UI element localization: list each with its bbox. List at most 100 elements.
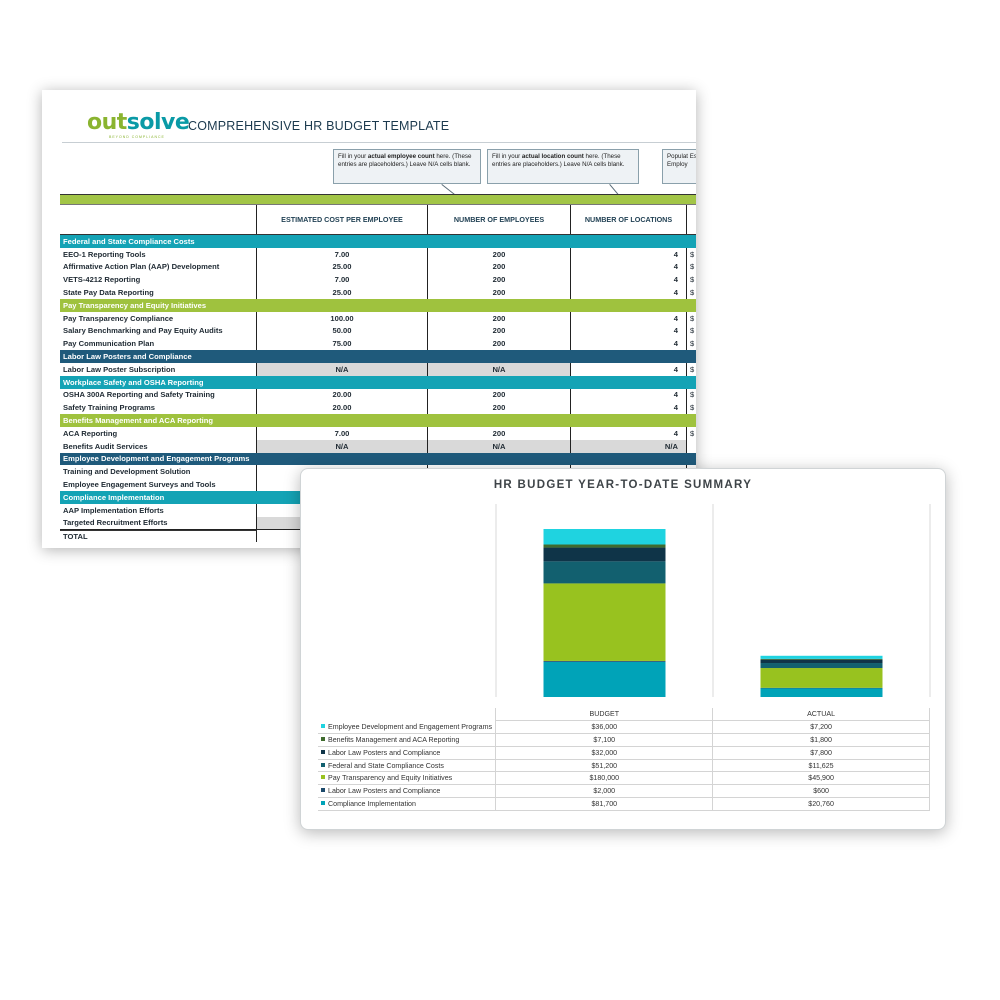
- row-label: Pay Communication Plan: [60, 337, 257, 351]
- series-name: Benefits Management and ACA Reporting: [328, 735, 460, 744]
- bar-segment: [543, 660, 666, 662]
- bar-segment: [760, 663, 883, 669]
- outsolve-logo: outsolve BEYOND COMPLIANCE: [87, 112, 190, 140]
- locations-cell: 4: [571, 388, 687, 402]
- employees-cell: 200: [428, 311, 571, 325]
- row-label: EEO-1 Reporting Tools: [60, 247, 257, 261]
- overflow-cell: $: [690, 262, 695, 272]
- data-label: $51,200: [495, 758, 714, 773]
- overflow-cell: $: [690, 428, 695, 438]
- table-row: Affirmative Action Plan (AAP) Developmen…: [60, 260, 696, 274]
- employees-cell: N/A: [428, 362, 571, 376]
- legend-swatch: [321, 724, 325, 729]
- data-label: $36,000: [495, 720, 714, 735]
- cost-cell: N/A: [257, 439, 428, 453]
- cost-cell: N/A: [257, 362, 428, 376]
- sheet-title: COMPREHENSIVE HR BUDGET TEMPLATE: [188, 119, 450, 133]
- category-row: Workplace Safety and OSHA Reporting: [60, 375, 696, 389]
- note-bold-text: actual location count: [521, 153, 584, 160]
- overflow-cell: $: [690, 390, 695, 400]
- locations-cell: 4: [571, 311, 687, 325]
- cost-cell: 7.00: [257, 426, 428, 440]
- note-bold-text: actual employee count: [367, 153, 435, 160]
- series-row: Compliance Implementation $81,700 $20,760: [318, 797, 930, 811]
- overflow-cell: $: [690, 249, 695, 259]
- row-label: State Pay Data Reporting: [60, 286, 257, 299]
- overflow-cell: $: [690, 275, 695, 285]
- overflow-cell: $: [690, 288, 695, 298]
- column-header-cut: [687, 205, 696, 234]
- data-label: $45,900: [712, 771, 930, 786]
- note-text: Fill in your: [492, 153, 522, 160]
- overflow-cell: $: [690, 364, 695, 374]
- table-row: OSHA 300A Reporting and Safety Training 2…: [60, 388, 696, 402]
- populate-note: Populat Estimat Employ: [662, 149, 696, 184]
- employees-cell: N/A: [428, 439, 571, 453]
- employees-cell: 200: [428, 260, 571, 274]
- employees-cell: 200: [428, 273, 571, 287]
- series-legend-entry: Compliance Implementation: [318, 797, 497, 811]
- series-legend-entry: Benefits Management and ACA Reporting: [318, 733, 497, 747]
- cost-cell: 7.00: [257, 273, 428, 287]
- category-row: Pay Transparency and Equity Initiatives: [60, 298, 696, 312]
- employees-cell: 200: [428, 401, 571, 415]
- logo-tagline: BEYOND COMPLIANCE: [109, 135, 165, 139]
- stacked-bar-chart: [495, 504, 931, 697]
- legend-swatch: [321, 736, 325, 741]
- series-name: Federal and State Compliance Costs: [328, 761, 444, 770]
- table-header-row: BUDGET ACTUAL: [318, 708, 930, 722]
- note-text: Fill in your: [338, 153, 368, 160]
- locations-cell: 4: [571, 273, 687, 287]
- data-label: $20,760: [712, 797, 930, 811]
- legend-swatch: [321, 800, 325, 805]
- bar-segment: [543, 583, 666, 661]
- row-label: Salary Benchmarking and Pay Equity Audit…: [60, 324, 257, 338]
- series-legend-entry: Federal and State Compliance Costs: [318, 758, 497, 773]
- series-legend-entry: Pay Transparency and Equity Initiatives: [318, 771, 497, 786]
- data-label: $600: [712, 784, 930, 799]
- category-label: Benefits Management and ACA Reporting: [63, 416, 214, 426]
- locations-cell: 4: [571, 260, 687, 274]
- series-row: Pay Transparency and Equity Initiatives $…: [318, 771, 930, 786]
- table-row: State Pay Data Reporting 25.00 200 4 $: [60, 286, 696, 299]
- row-label: TOTAL: [60, 530, 257, 543]
- series-name: Compliance Implementation: [328, 799, 416, 808]
- table-row: Salary Benchmarking and Pay Equity Audit…: [60, 324, 696, 338]
- column-headers: ESTIMATED COST PER EMPLOYEE NUMBER OF EM…: [60, 204, 696, 235]
- locations-cell: 4: [571, 337, 687, 351]
- category-header: BUDGET: [495, 708, 714, 722]
- row-label: VETS-4212 Reporting: [60, 273, 257, 287]
- employees-cell: 200: [428, 426, 571, 440]
- bar-segment: [760, 668, 883, 688]
- category-label: Labor Law Posters and Compliance: [63, 352, 192, 362]
- table-row: VETS-4212 Reporting 7.00 200 4 $: [60, 273, 696, 287]
- employees-cell: 200: [428, 388, 571, 402]
- note-text: Estimat Employ: [667, 153, 696, 168]
- category-row: Labor Law Posters and Compliance: [60, 350, 696, 363]
- locations-cell: 4: [571, 362, 687, 376]
- location-count-note: Fill in your actual location count here.…: [487, 149, 639, 184]
- category-header: ACTUAL: [712, 708, 930, 722]
- row-label: Training and Development Solution: [60, 465, 257, 479]
- overflow-cell: $: [690, 403, 695, 413]
- table-row: ACA Reporting 7.00 200 4 $: [60, 426, 696, 440]
- row-label: ACA Reporting: [60, 426, 257, 440]
- series-name: Employee Development and Engagement Prog…: [328, 723, 493, 732]
- employees-cell: 200: [428, 337, 571, 351]
- table-row: Pay Communication Plan 75.00 200 4 $: [60, 337, 696, 351]
- table-row: Benefits Audit Services N/A N/A N/A: [60, 439, 696, 453]
- table-row: EEO-1 Reporting Tools 7.00 200 4 $: [60, 247, 696, 261]
- cost-cell: 25.00: [257, 286, 428, 299]
- series-row: Employee Development and Engagement Prog…: [318, 720, 930, 735]
- chart-data-table: BUDGET ACTUAL Employee Development and Eng…: [318, 708, 930, 811]
- summary-chart-card: HR BUDGET YEAR-TO-DATE SUMMARY BUDGET ACT…: [300, 468, 946, 830]
- legend-swatch: [321, 788, 325, 793]
- category-label: Employee Development and Engagement Prog…: [63, 454, 250, 464]
- bar-segment: [543, 561, 666, 584]
- category-label: Federal and State Compliance Costs: [63, 236, 195, 246]
- category-label: Pay Transparency and Equity Initiatives: [63, 300, 207, 310]
- locations-cell: 4: [571, 324, 687, 338]
- data-label: $1,800: [712, 733, 930, 747]
- series-row: Benefits Management and ACA Reporting $7,…: [318, 733, 930, 747]
- row-label: Benefits Audit Services: [60, 439, 257, 453]
